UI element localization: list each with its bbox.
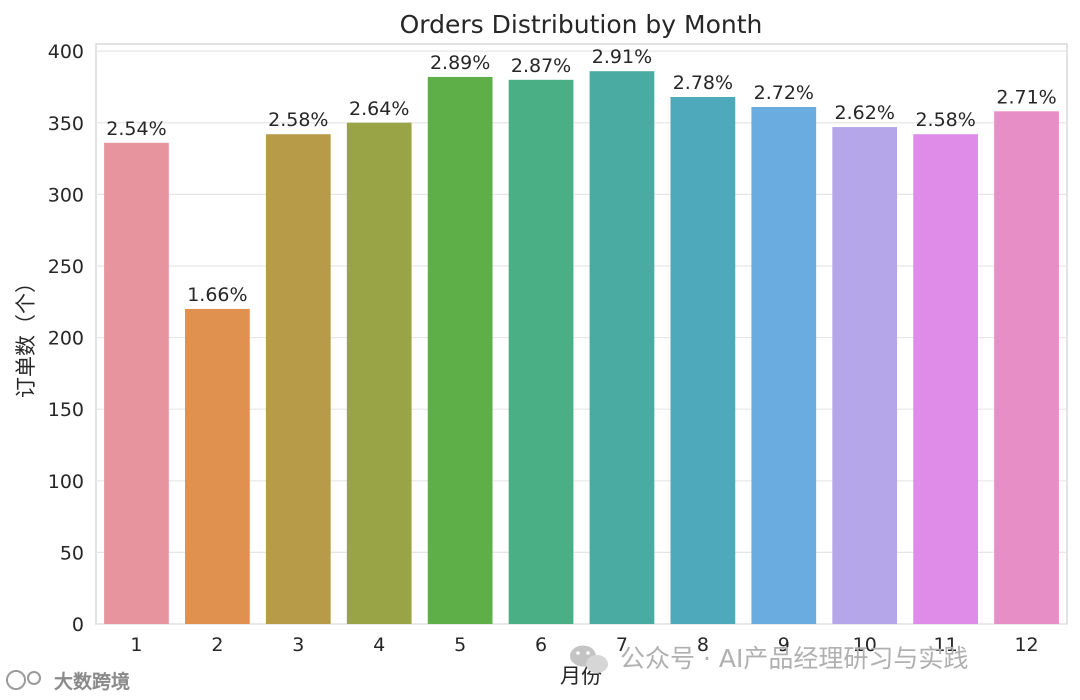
watermark-right-text: 公众号 · AI产品经理研习与实践: [620, 644, 968, 673]
data-label-1: 2.54%: [106, 118, 166, 140]
y-axis-label: 订单数（个）: [14, 272, 38, 398]
x-tick-5: 5: [454, 634, 466, 656]
bar-6: [508, 79, 574, 624]
y-tick-0: 0: [72, 614, 84, 636]
x-tick-10: 10: [853, 634, 877, 656]
data-label-4: 2.64%: [349, 98, 409, 120]
x-tick-6: 6: [535, 634, 547, 656]
x-tick-2: 2: [211, 634, 223, 656]
data-label-8: 2.78%: [673, 72, 733, 94]
y-tick-350: 350: [48, 113, 84, 135]
x-tick-1: 1: [130, 634, 142, 656]
chart-title: Orders Distribution by Month: [400, 10, 763, 39]
brand-watermark: 大数跨境: [6, 670, 130, 693]
data-label-5: 2.89%: [430, 52, 490, 74]
data-labels: 2.54% 1.66% 2.58% 2.64% 2.89% 2.87% 2.91% 2.78%…: [106, 46, 1056, 306]
bar-8: [670, 96, 736, 624]
x-tick-11: 11: [934, 634, 958, 656]
x-tick-labels: 1 2 3 4 5 6 7 8 9 10 11 12: [130, 634, 1038, 656]
x-tick-9: 9: [778, 634, 790, 656]
y-tick-200: 200: [48, 328, 84, 350]
watermark-left-text: 大数跨境: [54, 670, 130, 693]
y-gridlines: [96, 50, 1067, 625]
x-tick-7: 7: [616, 634, 628, 656]
data-label-6: 2.87%: [511, 55, 571, 77]
bar-3: [265, 134, 331, 624]
x-tick-3: 3: [292, 634, 304, 656]
plot-area: [95, 43, 1068, 625]
bar-5: [427, 76, 493, 624]
data-label-12: 2.71%: [996, 86, 1056, 108]
bar-4: [346, 122, 412, 624]
x-tick-4: 4: [373, 634, 385, 656]
bar-9: [751, 107, 817, 625]
data-label-9: 2.72%: [754, 82, 814, 104]
wechat-watermark: 公众号 · AI产品经理研习与实践: [570, 644, 968, 673]
data-label-7: 2.91%: [592, 46, 652, 68]
bar-2: [185, 308, 250, 624]
y-tick-labels: 0 50 100 150 200 250 300 350 400: [48, 41, 84, 636]
y-tick-150: 150: [48, 399, 84, 421]
bars: [104, 71, 1059, 625]
brand-logo-icon: [6, 670, 41, 690]
y-tick-50: 50: [60, 542, 84, 564]
data-label-3: 2.58%: [268, 109, 328, 131]
y-tick-300: 300: [48, 184, 84, 206]
y-tick-100: 100: [48, 471, 84, 493]
bar-12: [994, 111, 1059, 624]
bar-7: [589, 71, 655, 624]
bar-10: [832, 127, 898, 624]
bar-11: [913, 134, 978, 624]
y-tick-400: 400: [48, 41, 84, 63]
data-label-11: 2.58%: [915, 109, 975, 131]
y-tick-250: 250: [48, 256, 84, 278]
data-label-10: 2.62%: [835, 102, 895, 124]
data-label-2: 1.66%: [187, 284, 247, 306]
x-tick-12: 12: [1014, 634, 1038, 656]
wechat-icon: [570, 645, 608, 673]
bar-1: [104, 142, 169, 624]
x-tick-8: 8: [697, 634, 709, 656]
